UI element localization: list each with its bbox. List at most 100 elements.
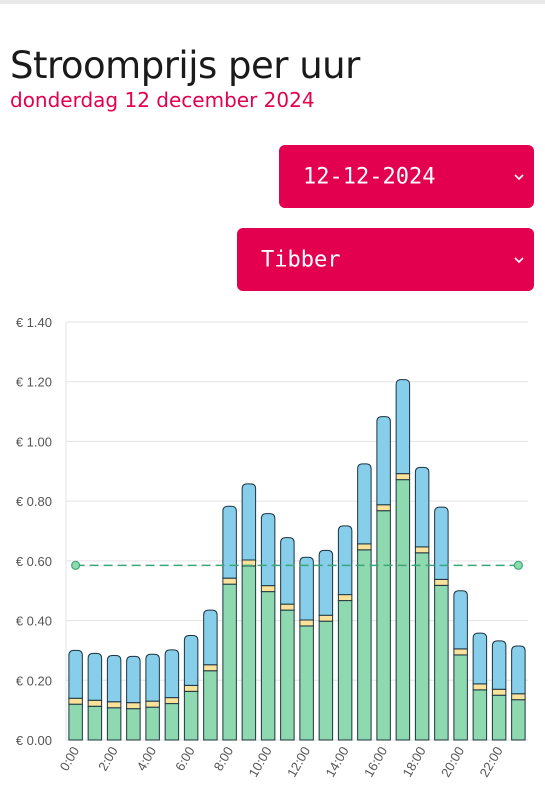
bar-segment-surcharge <box>453 648 468 656</box>
x-tick-label: 12:00 <box>284 744 313 780</box>
bar-segment-base <box>299 625 314 741</box>
bar-segment-base <box>260 591 276 741</box>
x-tick-label: 20:00 <box>438 744 467 780</box>
bar-segment-base <box>491 694 507 741</box>
bar-segment-surcharge <box>164 697 180 705</box>
average-line-end-dot <box>513 560 523 570</box>
x-tick-label: 0:00 <box>57 744 83 773</box>
bar-segment-base <box>106 707 122 741</box>
bar-segment-surcharge <box>145 700 160 708</box>
bar-segment-base <box>280 609 295 741</box>
bar-segment-base <box>68 703 83 741</box>
bar-segment-base <box>87 705 103 741</box>
bar-segment-base <box>337 600 353 741</box>
bar-segment-tax <box>414 466 430 548</box>
x-tick-label: 10:00 <box>245 744 274 780</box>
bar-segment-tax <box>145 653 160 702</box>
x-tick-label: 6:00 <box>172 744 198 773</box>
bar-segment-tax <box>491 640 507 690</box>
x-tick-label: 8:00 <box>211 744 237 773</box>
x-tick-label: 18:00 <box>399 744 428 780</box>
bar-segment-surcharge <box>376 504 391 512</box>
bar-segment-surcharge <box>222 577 237 585</box>
bar-segment-surcharge <box>280 603 295 611</box>
x-tick-label: 22:00 <box>476 744 505 780</box>
bar-segment-surcharge <box>395 473 411 481</box>
top-divider <box>0 0 545 4</box>
bar-segment-tax <box>337 525 353 596</box>
bar-segment-tax <box>376 416 391 506</box>
date-select[interactable]: 12-12-2024 <box>279 145 534 208</box>
x-tick-label: 4:00 <box>134 744 160 773</box>
bar-segment-base <box>145 706 160 741</box>
bar-segment-base <box>357 549 372 741</box>
bar-segment-tax <box>183 635 199 686</box>
bar-segment-base <box>241 565 257 741</box>
bar-segment-surcharge <box>318 614 334 622</box>
bar-segment-tax <box>164 649 180 699</box>
page-subtitle: donderdag 12 december 2024 <box>10 88 315 112</box>
y-tick-label: € 1.20 <box>16 375 52 390</box>
bar-segment-surcharge <box>203 664 218 672</box>
bar-segment-surcharge <box>472 683 488 691</box>
bar-segment-tax <box>472 632 488 685</box>
bar-segment-surcharge <box>87 699 103 707</box>
bar-segment-tax <box>299 556 314 621</box>
bar-segment-surcharge <box>183 684 199 692</box>
bar-segment-surcharge <box>299 619 314 627</box>
x-tick-label: 16:00 <box>361 744 390 780</box>
bar-segment-tax <box>395 379 411 475</box>
bar-segment-tax <box>357 463 372 545</box>
bar-segment-surcharge <box>337 594 353 602</box>
x-tick-label: 2:00 <box>95 744 121 773</box>
bar-segment-base <box>376 510 391 741</box>
page-title: Stroomprijs per uur <box>10 44 360 87</box>
bar-segment-tax <box>318 549 334 616</box>
chevron-down-icon <box>514 256 524 263</box>
bar-segment-base <box>183 690 199 741</box>
bar-segment-surcharge <box>511 693 526 701</box>
average-line-start-dot <box>71 560 81 570</box>
bar-segment-tax <box>106 655 122 703</box>
bar-segment-surcharge <box>434 578 449 586</box>
bar-segment-base <box>318 620 334 741</box>
chevron-down-icon <box>514 173 524 180</box>
supplier-select[interactable]: Tibber <box>237 228 534 291</box>
bar-segment-tax <box>280 537 295 605</box>
bar-segment-tax <box>68 649 83 699</box>
bar-segment-surcharge <box>357 543 372 551</box>
bar-segment-base <box>414 552 430 741</box>
bar-segment-tax <box>203 609 218 666</box>
bar-segment-base <box>164 703 180 741</box>
y-tick-label: € 1.00 <box>16 434 52 449</box>
bar-segment-tax <box>511 645 526 695</box>
bar-segment-tax <box>260 513 276 587</box>
y-tick-label: € 1.40 <box>16 315 52 330</box>
bar-segment-surcharge <box>106 701 122 709</box>
bar-segment-tax <box>453 590 468 650</box>
bar-segment-base <box>453 654 468 741</box>
bar-segment-surcharge <box>491 688 507 696</box>
y-tick-label: € 0.80 <box>16 494 52 509</box>
bar-segment-base <box>511 699 526 741</box>
y-tick-label: € 0.60 <box>16 554 52 569</box>
bar-segment-surcharge <box>68 697 83 705</box>
bar-segment-base <box>222 583 237 741</box>
y-tick-label: € 0.40 <box>16 614 52 629</box>
x-tick-label: 14:00 <box>322 744 351 780</box>
bar-segment-tax <box>126 655 141 704</box>
bar-segment-base <box>395 479 411 741</box>
y-tick-label: € 0.20 <box>16 673 52 688</box>
bar-segment-tax <box>222 505 237 579</box>
bar-segment-base <box>434 584 449 741</box>
bar-segment-tax <box>434 506 449 580</box>
date-select-value: 12-12-2024 <box>303 164 436 189</box>
bar-segment-base <box>203 670 218 741</box>
bar-segment-base <box>126 708 141 741</box>
bar-segment-surcharge <box>260 585 276 593</box>
bar-segment-base <box>472 689 488 741</box>
price-chart: € 0.00 € 0.20 € 0.40 € 0.60 € 0.80 € 1.00 € 1.… <box>16 315 528 780</box>
bar-segment-tax <box>241 483 257 561</box>
bar-segment-surcharge <box>126 702 141 710</box>
bar-segment-surcharge <box>414 546 430 554</box>
